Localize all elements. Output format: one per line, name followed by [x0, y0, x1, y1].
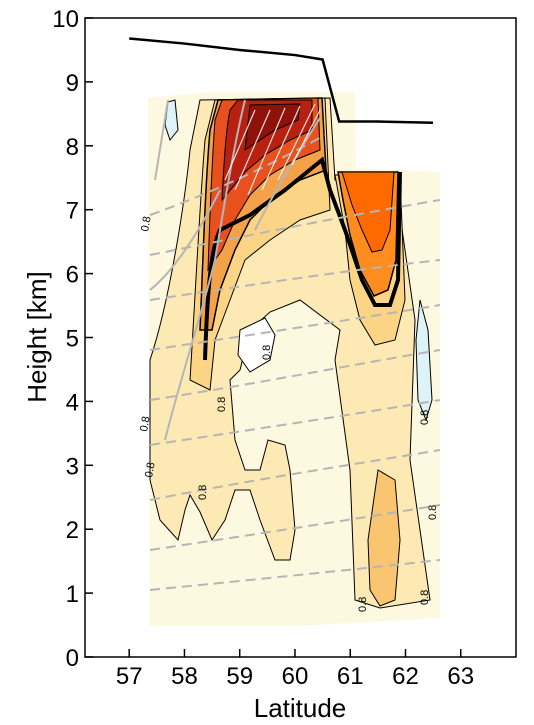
field-darkest: [244, 103, 301, 152]
contour-labels: 0.8 0.8 0.8 0.8 0.8 0.8 0.8 0.8 0.8 0.8: [138, 215, 439, 612]
background-lines: [149, 134, 441, 591]
x-tick-label: 59: [226, 663, 253, 690]
contour-label: 0.8: [143, 461, 157, 478]
contour-field: [148, 92, 441, 626]
contour-label: 0.8: [138, 415, 152, 432]
x-tick-label: 60: [282, 663, 309, 690]
y-axis-title: Height [km]: [22, 271, 52, 403]
y-tick-label: 9: [66, 70, 79, 97]
y-tick-label: 0: [66, 645, 79, 672]
y-tick-label: 7: [66, 198, 79, 225]
y-tick-label: 4: [66, 389, 79, 416]
field-deep-orange: [341, 171, 395, 253]
hatch-lines: [224, 103, 321, 196]
y-tick-label: 8: [66, 134, 79, 161]
x-tick-label: 58: [171, 663, 198, 690]
contour-label: 0.8: [139, 215, 153, 232]
y-tick-label: 6: [66, 262, 79, 289]
y-tick-label: 5: [66, 326, 79, 353]
x-tick-label: 63: [447, 663, 474, 690]
x-tick-label: 61: [337, 663, 364, 690]
field-white-pocket: [237, 317, 276, 373]
y-tick-label: 2: [66, 517, 79, 544]
contour-label: 0.8: [261, 345, 273, 360]
x-axis: 57 58 59 60 61 62 63: [116, 649, 474, 690]
background-solid-lines: [149, 99, 321, 441]
x-axis-title: Latitude: [254, 693, 347, 723]
contour-label: 0.8: [357, 597, 369, 612]
contour-label: 0.8: [419, 590, 431, 605]
contour-label: 0.8: [427, 505, 439, 520]
y-tick-label: 10: [52, 6, 79, 33]
contour-label: 0.8: [197, 485, 209, 500]
y-axis: 0 1 2 3 4 5 6 7 8 9 10: [52, 6, 93, 672]
field-mid-low: [367, 469, 401, 607]
y-tick-label: 1: [66, 581, 79, 608]
field-negative-1: [415, 299, 433, 422]
y-tick-label: 3: [66, 453, 79, 480]
boundary-line: [129, 37, 434, 125]
x-tick-label: 57: [116, 663, 143, 690]
x-tick-label: 62: [392, 663, 419, 690]
contour-label: 0.8: [216, 397, 228, 412]
contour-label: 0.8: [419, 410, 431, 425]
